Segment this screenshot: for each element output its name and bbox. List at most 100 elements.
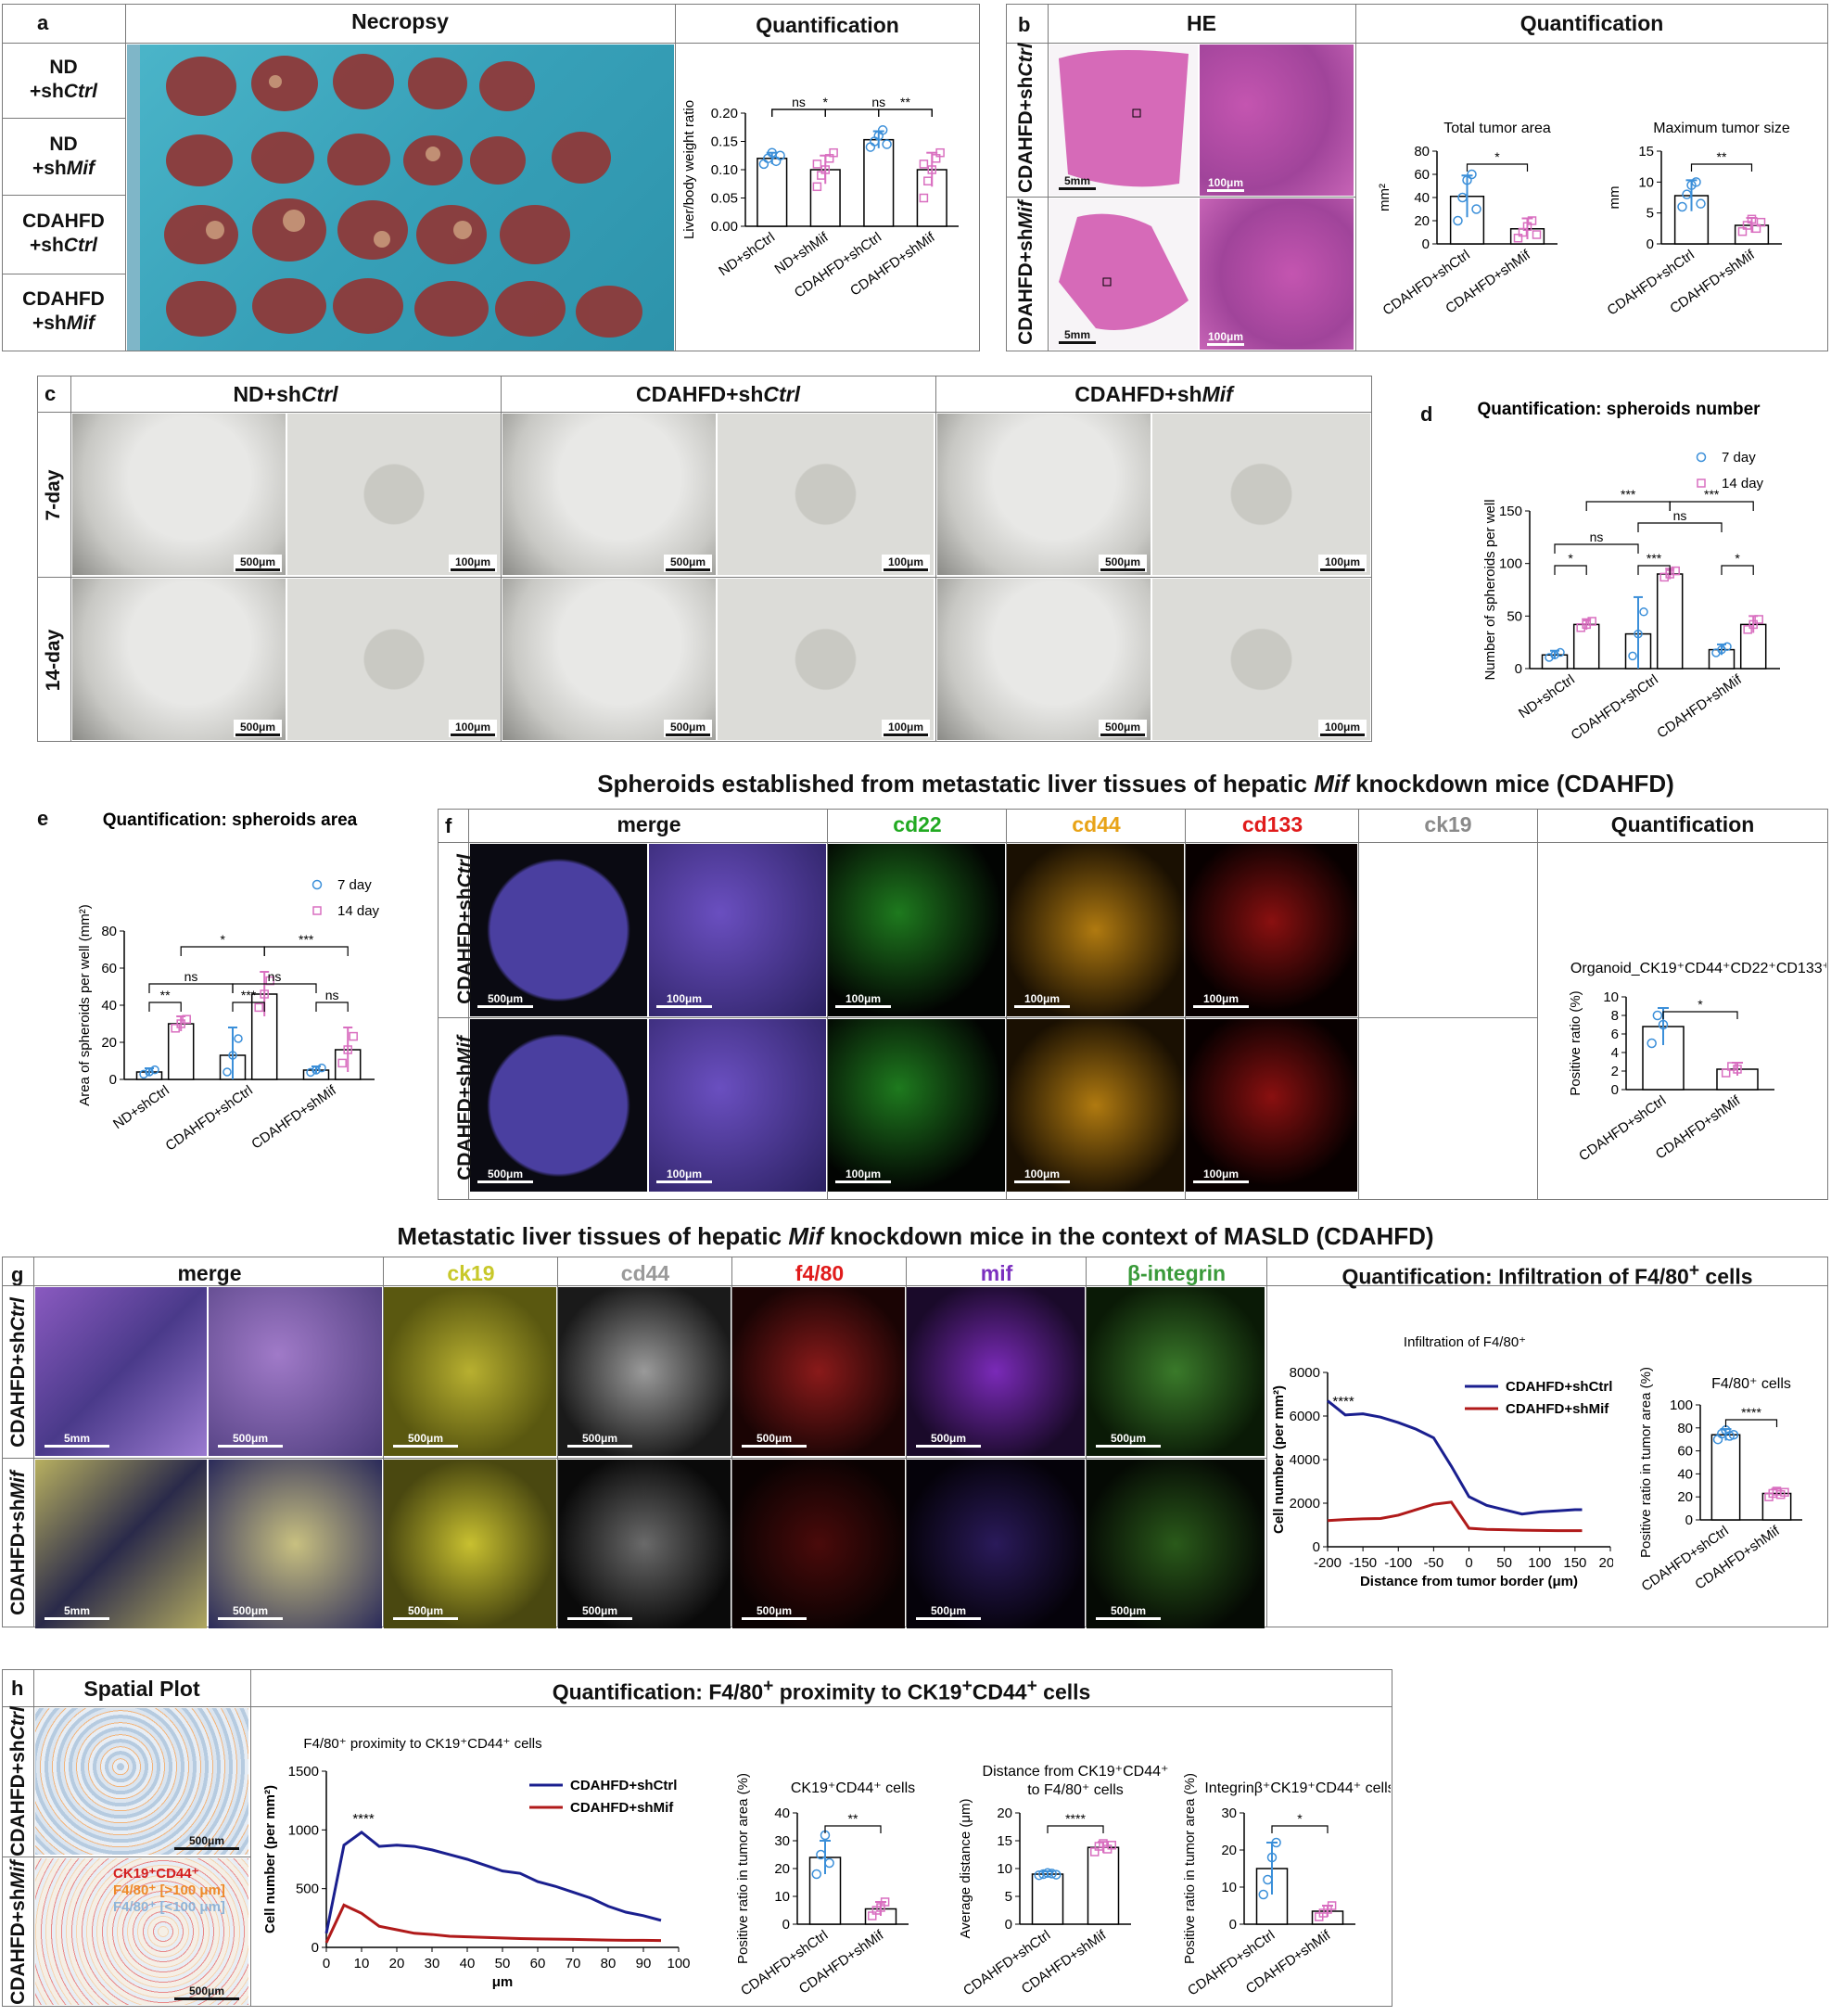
- panel-g-channel-3: f4/80: [795, 1261, 845, 1285]
- panel-a: [2, 4, 980, 351]
- data-point: [176, 1019, 185, 1028]
- panel-g-channel-1: ck19: [447, 1261, 495, 1285]
- scale-bar-label: 500μm: [239, 555, 276, 568]
- data-point: [1737, 226, 1748, 236]
- legend-ck19-cd44: CK19⁺CD44⁺: [113, 1866, 199, 1882]
- data-point: [1532, 230, 1542, 239]
- row-label-h-0: CDAHFD+shCtrl: [7, 1706, 29, 1857]
- scale-bar-label: 500μm: [232, 1432, 269, 1445]
- panel-h-quant-header: Quantification: F4/80+ proximity to CK19…: [552, 1677, 1091, 1704]
- sig-bracket: [771, 108, 826, 117]
- legend-label: CDAHFD+shMif: [570, 1800, 674, 1816]
- data-point: [1733, 1065, 1742, 1074]
- data-point: [812, 159, 822, 169]
- y-tick-label: 15: [1638, 144, 1654, 159]
- y-tick-label: 8: [1611, 1008, 1619, 1024]
- sig-label: ns: [1590, 530, 1604, 544]
- sig-label: ***: [1621, 487, 1636, 502]
- y-tick-label: 0: [782, 1917, 790, 1933]
- chart-title: Organoid_CK19⁺CD44⁺CD22⁺CD133⁺: [1570, 961, 1826, 976]
- spheroid-well-photo: 500μm: [502, 414, 716, 575]
- scale-bar-label: 100μm: [1324, 555, 1361, 568]
- data-point: [1453, 215, 1463, 226]
- if-image-g: 500μm: [384, 1460, 556, 1628]
- scale-bar-label: 100μm: [454, 555, 491, 568]
- if-image-g: 500μm: [1087, 1460, 1265, 1628]
- y-tick-label: 0: [312, 1940, 319, 1956]
- data-point: [824, 1857, 834, 1869]
- data-point: [1727, 1062, 1736, 1071]
- data-point: [1682, 189, 1692, 199]
- data-point: [882, 139, 892, 149]
- y-tick-label: 0.15: [711, 134, 738, 150]
- necropsy-photo: [127, 45, 674, 351]
- data-point: [877, 125, 888, 135]
- y-axis-label: Area of spheroids per well (mm²): [77, 904, 93, 1106]
- sig-label: ***: [299, 932, 314, 947]
- sig-label: **: [900, 95, 910, 109]
- data-point: [919, 159, 929, 169]
- panel-f-letter: f: [445, 814, 452, 837]
- data-point: [1742, 221, 1752, 230]
- he-header: HE: [1187, 11, 1216, 35]
- spheroid-well-photo: 500μm: [937, 414, 1151, 575]
- data-point: [254, 1002, 263, 1013]
- data-point: [1518, 227, 1528, 237]
- row-label-b-0: CDAHFD+shCtrl: [1015, 43, 1036, 193]
- if-image-g: 500μm: [732, 1460, 905, 1628]
- y-axis-label: Positive ratio in tumor area (%): [1638, 1367, 1654, 1558]
- chart-title: Infiltration of F4/80⁺: [1404, 1334, 1526, 1350]
- row-label-f-1: CDAHFD+shMif: [454, 1036, 476, 1180]
- data-point: [1271, 1837, 1281, 1848]
- spheroid-well-photo: 500μm: [937, 579, 1151, 740]
- data-point: [1550, 650, 1559, 660]
- panel-a-letter: a: [37, 11, 49, 34]
- scale-bar-label: 500μm: [487, 1167, 524, 1180]
- y-tick-label: 1500: [288, 1764, 319, 1780]
- y-tick-label: 80: [1677, 1421, 1693, 1436]
- bar: [757, 158, 788, 227]
- sig-bracket: [232, 1002, 265, 1012]
- scale-bar-label: 100μm: [666, 1167, 703, 1180]
- x-tick-label: ND+shCtrl: [1516, 671, 1578, 721]
- data-point: [1327, 1901, 1337, 1910]
- x-axis-label: Distance from tumor border (μm): [1360, 1574, 1578, 1589]
- if-image-g: 500μm: [732, 1287, 905, 1456]
- sig-label: **: [1717, 149, 1727, 164]
- sig-bracket: [148, 1002, 182, 1012]
- data-point: [1471, 204, 1481, 214]
- sig-bracket: [315, 1002, 349, 1012]
- bar: [167, 1023, 195, 1080]
- row-label-a-0: ND +shCtrl: [30, 57, 97, 102]
- scale-bar-label: 100μm: [1202, 1167, 1240, 1180]
- scale-bar-label: 500μm: [1110, 1604, 1147, 1617]
- x-axis-label: μm: [492, 1974, 514, 1990]
- data-point: [820, 165, 830, 174]
- y-tick-label: 20: [997, 1805, 1012, 1821]
- if-image-f: 100μm: [828, 844, 1005, 1016]
- legend-label: CDAHFD+shCtrl: [570, 1778, 677, 1793]
- row-label-a-2: CDAHFD +shCtrl: [22, 211, 105, 256]
- x-tick-label: 30: [425, 1956, 440, 1971]
- data-point: [811, 1869, 822, 1880]
- data-point: [935, 147, 945, 158]
- data-point: [1628, 651, 1637, 661]
- if-image-g: 500μm: [209, 1287, 382, 1456]
- x-tick-label: 0: [1465, 1555, 1472, 1571]
- sig-label: ****: [1741, 1405, 1761, 1420]
- if-image-g: 500μm: [209, 1460, 382, 1628]
- x-tick-label: CDAHFD+shMif: [1692, 1523, 1783, 1593]
- panel-g-channel-0: merge: [177, 1261, 242, 1285]
- y-tick-label: 100: [1499, 556, 1522, 572]
- x-tick-label: ND+shCtrl: [110, 1082, 172, 1132]
- quant-header-b: Quantification: [1519, 11, 1664, 35]
- data-point: [1527, 216, 1537, 225]
- sig-bracket: [824, 1825, 882, 1833]
- y-tick-label: 4: [1611, 1045, 1619, 1061]
- data-point: [1747, 214, 1757, 224]
- chart-title: CK19⁺CD44⁺ cells: [791, 1780, 915, 1796]
- sig-bracket: [1466, 163, 1529, 172]
- data-point: [829, 147, 838, 158]
- sig-label: *: [823, 95, 829, 109]
- y-tick-label: 2000: [1290, 1496, 1320, 1512]
